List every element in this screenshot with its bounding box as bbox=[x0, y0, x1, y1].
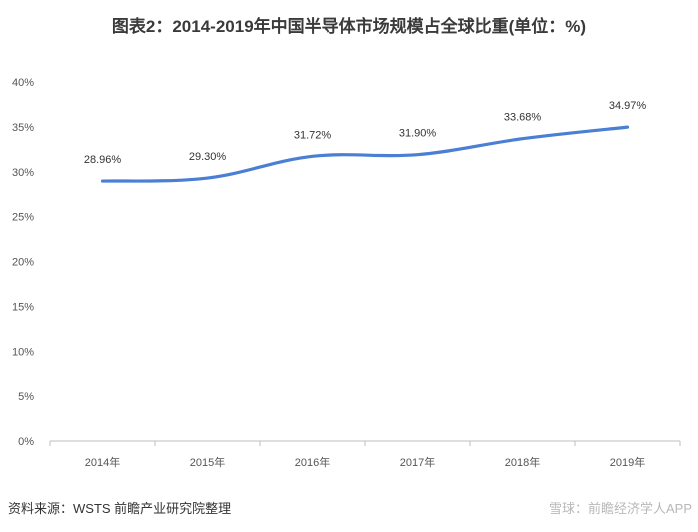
data-label: 31.72% bbox=[294, 129, 332, 141]
series-line bbox=[100, 125, 630, 183]
source-note: 资料来源：WSTS 前瞻产业研究院整理 bbox=[8, 501, 232, 516]
footer-watermark: 雪球：前瞻经济学人APP bbox=[548, 501, 692, 516]
data-labels: 28.96% 29.30% 31.72% 31.90% 33.68% 34.97% bbox=[84, 100, 647, 166]
y-axis: 0% 5% 10% 15% 20% 25% 30% 35% 40% bbox=[12, 77, 34, 448]
x-tick-label: 2015年 bbox=[190, 455, 225, 469]
y-tick-label: 0% bbox=[18, 436, 34, 448]
x-tick-label: 2014年 bbox=[85, 455, 120, 469]
x-tick-label: 2018年 bbox=[505, 455, 540, 469]
y-tick-label: 15% bbox=[12, 301, 34, 313]
y-tick-label: 25% bbox=[12, 212, 34, 224]
y-tick-label: 35% bbox=[12, 122, 34, 134]
x-axis: 2014年 2015年 2016年 2017年 2018年 2019年 bbox=[49, 441, 681, 469]
data-label: 34.97% bbox=[609, 100, 647, 112]
y-tick-label: 5% bbox=[18, 391, 34, 403]
x-tick-label: 2019年 bbox=[610, 455, 645, 469]
data-label: 28.96% bbox=[84, 154, 122, 166]
y-tick-label: 10% bbox=[12, 346, 34, 358]
data-label: 29.30% bbox=[189, 151, 227, 163]
y-tick-label: 40% bbox=[12, 77, 34, 89]
y-tick-label: 20% bbox=[12, 257, 34, 269]
data-label: 31.90% bbox=[399, 128, 437, 140]
data-label: 33.68% bbox=[504, 112, 542, 124]
chart-title: 图表2：2014-2019年中国半导体市场规模占全球比重(单位：%) bbox=[111, 17, 587, 36]
y-tick-label: 30% bbox=[12, 167, 34, 179]
x-tick-label: 2016年 bbox=[295, 455, 330, 469]
x-tick-label: 2017年 bbox=[400, 455, 435, 469]
